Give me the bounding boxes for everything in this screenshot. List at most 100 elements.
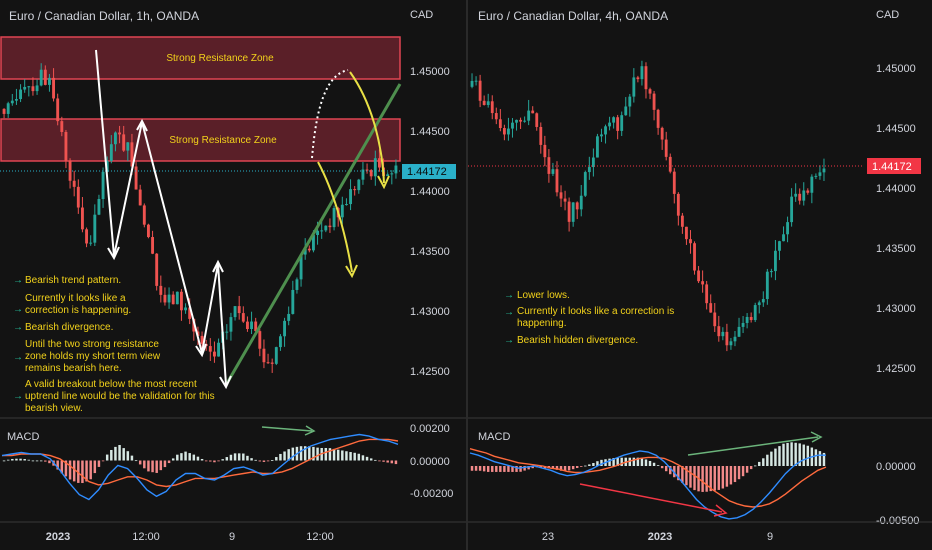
candle-body — [494, 113, 498, 120]
right-chart-title: Euro / Canadian Dollar, 4h, OANDA — [478, 9, 668, 23]
candle-body — [660, 127, 664, 140]
macd-histogram-bar — [287, 449, 290, 461]
macd-histogram-bar — [729, 466, 733, 485]
macd-histogram-bar — [357, 453, 361, 461]
price-tick-label: 1.45000 — [876, 63, 916, 75]
macd-histogram-bar — [332, 448, 336, 461]
candle-body — [583, 172, 587, 196]
right-chart-pane[interactable]: Euro / Canadian Dollar, 4h, OANDA → Lowe… — [468, 9, 932, 543]
candle-body — [126, 142, 130, 151]
right-price-axis[interactable]: 1.45000 1.44500 1.44000 1.43500 1.43000 1.425… — [876, 63, 916, 375]
macd-histogram-bar — [250, 458, 253, 461]
candle-body — [757, 302, 761, 306]
candle-body — [591, 157, 595, 168]
candle-body — [283, 320, 287, 337]
macd-histogram-bar — [143, 460, 146, 469]
macd-histogram-bar — [209, 460, 212, 462]
macd-histogram-bar — [495, 466, 498, 472]
candle-body — [749, 316, 753, 321]
candle-body — [806, 190, 810, 193]
left-uptrend-line[interactable] — [224, 83, 402, 386]
candle-body — [624, 106, 628, 116]
left-zigzag-pattern[interactable] — [95, 49, 232, 390]
time-tick-label: 9 — [229, 531, 235, 543]
candle-body — [225, 331, 229, 333]
macd-histogram-bar — [656, 465, 660, 466]
macd-histogram-bar — [806, 445, 810, 466]
candle-body — [769, 271, 773, 273]
candle-body — [93, 214, 97, 243]
left-annotation-5a: A valid breakout below the most recent — [25, 379, 197, 390]
right-annotation-2a: Currently it looks like a correction is — [517, 306, 674, 317]
right-time-axis[interactable]: 23 2023 9 — [542, 531, 773, 543]
left-macd-axis: 0.00200 0.00000 -0.00200 — [410, 423, 453, 500]
macd-histogram-bar — [200, 458, 204, 461]
candle-body — [612, 117, 616, 123]
macd-histogram-bar — [600, 459, 603, 466]
macd-histogram-bar — [571, 466, 575, 470]
left-chart-title: Euro / Canadian Dollar, 1h, OANDA — [9, 9, 199, 23]
macd-histogram-bar — [336, 449, 340, 461]
macd-histogram-bar — [233, 453, 237, 461]
time-tick-label: 23 — [542, 531, 554, 543]
candle-body — [72, 180, 76, 187]
candle-body — [188, 307, 192, 319]
right-macd-pane[interactable] — [469, 442, 827, 520]
candle-body — [672, 171, 676, 194]
macd-histogram-bar — [188, 453, 191, 461]
macd-histogram-bar — [341, 450, 344, 461]
candle-body — [291, 289, 295, 314]
bullet-arrow-icon: → — [13, 275, 23, 286]
candle-body — [474, 80, 478, 82]
candle-body — [571, 202, 575, 222]
left-time-axis[interactable]: 2023 12:00 9 12:00 — [46, 531, 334, 543]
candle-body — [604, 126, 607, 135]
left-zone-label-upper: Strong Resistance Zone — [166, 53, 274, 64]
macd-histogram-bar — [60, 460, 64, 474]
macd-histogram-bar — [592, 463, 595, 466]
candle-body — [685, 226, 688, 240]
macd-line — [469, 450, 826, 520]
left-current-price-badge[interactable] — [402, 164, 456, 179]
pane-separator[interactable] — [466, 0, 468, 550]
macd-histogram-bar — [725, 466, 729, 487]
left-price-axis[interactable]: 1.45000 1.44500 1.44000 1.43500 1.43000 1.425… — [410, 66, 450, 378]
macd-histogram-bar — [19, 458, 22, 461]
candle-body — [311, 234, 315, 251]
macd-histogram-bar — [48, 460, 51, 464]
right-current-price-badge[interactable] — [867, 158, 921, 174]
macd-histogram-bar — [163, 460, 167, 468]
macd-histogram-bar — [262, 460, 266, 462]
macd-histogram-bar — [258, 460, 262, 462]
macd-histogram-bar — [749, 466, 753, 470]
macd-histogram-bar — [588, 464, 591, 466]
macd-histogram-bar — [159, 460, 163, 471]
macd-histogram-bar — [390, 460, 394, 464]
price-tick-label: 1.44000 — [876, 183, 916, 195]
candle-body — [689, 239, 692, 244]
zigzag-arrowhead-5 — [219, 375, 232, 390]
left-annotation-list: → Bearish trend pattern. → Currently it … — [13, 275, 215, 414]
candle-body — [676, 193, 680, 216]
left-annotation-5c: bearish view. — [25, 403, 83, 414]
left-resistance-zone-upper[interactable] — [0, 36, 401, 80]
zigzag-arrowhead-4 — [212, 259, 224, 273]
candle-body — [531, 110, 535, 114]
right-macd-divergence-red-head — [713, 504, 728, 517]
macd-histogram-bar — [291, 447, 295, 461]
macd-histogram-bar — [721, 466, 725, 489]
candle-body — [31, 86, 35, 92]
bullet-arrow-icon: → — [13, 322, 23, 333]
left-chart-pane[interactable]: Strong Resistance Zone Strong Resistance… — [0, 9, 466, 543]
left-macd-pane[interactable] — [1, 433, 399, 501]
candle-body — [575, 202, 579, 210]
candle-body — [151, 237, 155, 254]
macd-histogram-bar — [39, 460, 43, 462]
macd-histogram-bar — [176, 454, 179, 461]
candle-body — [782, 234, 785, 242]
left-resistance-zone-lower[interactable] — [0, 118, 401, 162]
macd-histogram-bar — [134, 460, 138, 462]
price-tick-label: 1.44500 — [410, 126, 450, 138]
candle-body — [23, 86, 27, 90]
